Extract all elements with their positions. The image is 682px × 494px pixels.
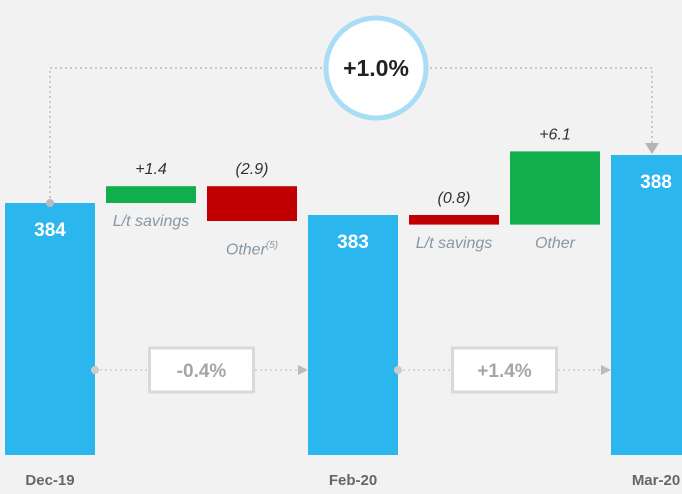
period-box xyxy=(148,346,255,394)
value-label: +1.4 xyxy=(135,161,167,178)
bar xyxy=(5,203,95,455)
bar xyxy=(409,215,499,225)
connector-dot xyxy=(394,366,402,374)
category-text: L/t savings xyxy=(415,234,493,252)
value-label: (2.9) xyxy=(236,161,269,178)
change-circle xyxy=(323,15,429,121)
category-text: Other xyxy=(534,234,575,252)
category-label: Other(5) xyxy=(207,235,297,261)
category-label: Mar-20 xyxy=(632,472,680,489)
value-label: 388 xyxy=(640,172,672,193)
value-label: +6.1 xyxy=(539,126,571,143)
bar xyxy=(207,186,297,221)
period-change: -0.4% xyxy=(177,361,227,382)
category-label: Dec-19 xyxy=(25,472,74,489)
category-label: Other xyxy=(510,233,600,255)
bar xyxy=(510,151,600,225)
category-label: Feb-20 xyxy=(329,472,377,489)
value-label: (0.8) xyxy=(438,190,471,207)
value-label: 383 xyxy=(337,232,369,253)
connector-dot xyxy=(91,366,99,374)
overall-change: +1.0% xyxy=(343,55,409,81)
value-label: 384 xyxy=(34,220,66,241)
period-change: +1.4% xyxy=(477,361,532,382)
category-label: L/t savings xyxy=(106,211,196,233)
period-box xyxy=(451,346,558,394)
bar xyxy=(308,215,398,455)
category-label: L/t savings xyxy=(409,233,499,255)
bar xyxy=(611,155,682,455)
connector-dot xyxy=(46,199,54,207)
footnote: (5) xyxy=(265,240,279,251)
category-text: Other xyxy=(225,241,266,259)
category-text: L/t savings xyxy=(112,213,190,230)
bar xyxy=(106,186,196,203)
